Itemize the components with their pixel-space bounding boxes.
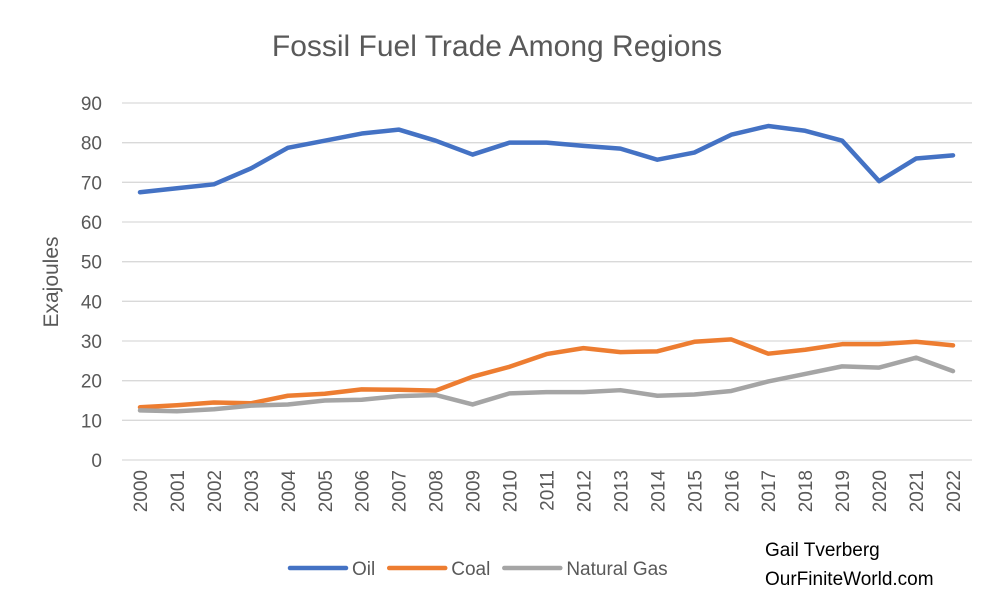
credit-site: OurFiniteWorld.com <box>765 569 934 590</box>
y-tick-label: 60 <box>81 213 102 234</box>
series-line-natural-gas <box>137 355 956 414</box>
x-tick-label: 2022 <box>944 470 965 512</box>
y-tick-label: 80 <box>81 134 102 155</box>
y-axis-label: Exajoules <box>40 236 63 327</box>
legend-label-coal: Coal <box>451 559 490 580</box>
x-tick-label: 2021 <box>907 470 928 512</box>
x-tick-label: 2011 <box>538 470 559 511</box>
y-tick-label: 40 <box>81 292 102 313</box>
x-tick-label: 2003 <box>242 470 263 512</box>
x-tick-label: 2002 <box>205 470 226 512</box>
x-tick-label: 2018 <box>796 470 817 512</box>
x-tick-label: 2017 <box>759 470 780 512</box>
series-line-coal <box>137 337 956 410</box>
x-tick-label: 2004 <box>279 470 300 513</box>
x-tick-label: 2014 <box>648 470 669 513</box>
x-tick-label: 2009 <box>464 470 485 512</box>
x-tick-label: 2006 <box>353 470 374 512</box>
x-tick-label: 2001 <box>168 470 189 512</box>
series-line-oil <box>137 123 956 195</box>
x-tick-label: 2019 <box>833 470 854 512</box>
x-tick-label: 2007 <box>390 470 411 512</box>
y-tick-label: 70 <box>81 173 102 194</box>
x-tick-label: 2013 <box>611 470 632 512</box>
legend-label-oil: Oil <box>352 559 375 580</box>
x-tick-label: 2016 <box>722 470 743 512</box>
y-tick-label: 0 <box>91 451 102 472</box>
x-tick-label: 2005 <box>316 470 337 512</box>
x-tick-label: 2012 <box>574 470 595 512</box>
x-tick-label: 2000 <box>131 470 152 512</box>
x-tick-label: 2020 <box>870 470 891 512</box>
y-tick-label: 50 <box>81 253 102 274</box>
credit-author: Gail Tverberg <box>765 540 880 561</box>
x-tick-label: 2008 <box>427 470 448 512</box>
legend-label-natural-gas: Natural Gas <box>566 559 667 580</box>
y-tick-label: 90 <box>81 94 102 115</box>
x-tick-label: 2015 <box>685 470 706 512</box>
x-tick-label: 2010 <box>501 470 522 512</box>
y-tick-label: 30 <box>81 332 102 353</box>
chart-title: Fossil Fuel Trade Among Regions <box>272 30 722 63</box>
y-tick-label: 10 <box>81 411 102 432</box>
y-tick-label: 20 <box>81 372 102 393</box>
